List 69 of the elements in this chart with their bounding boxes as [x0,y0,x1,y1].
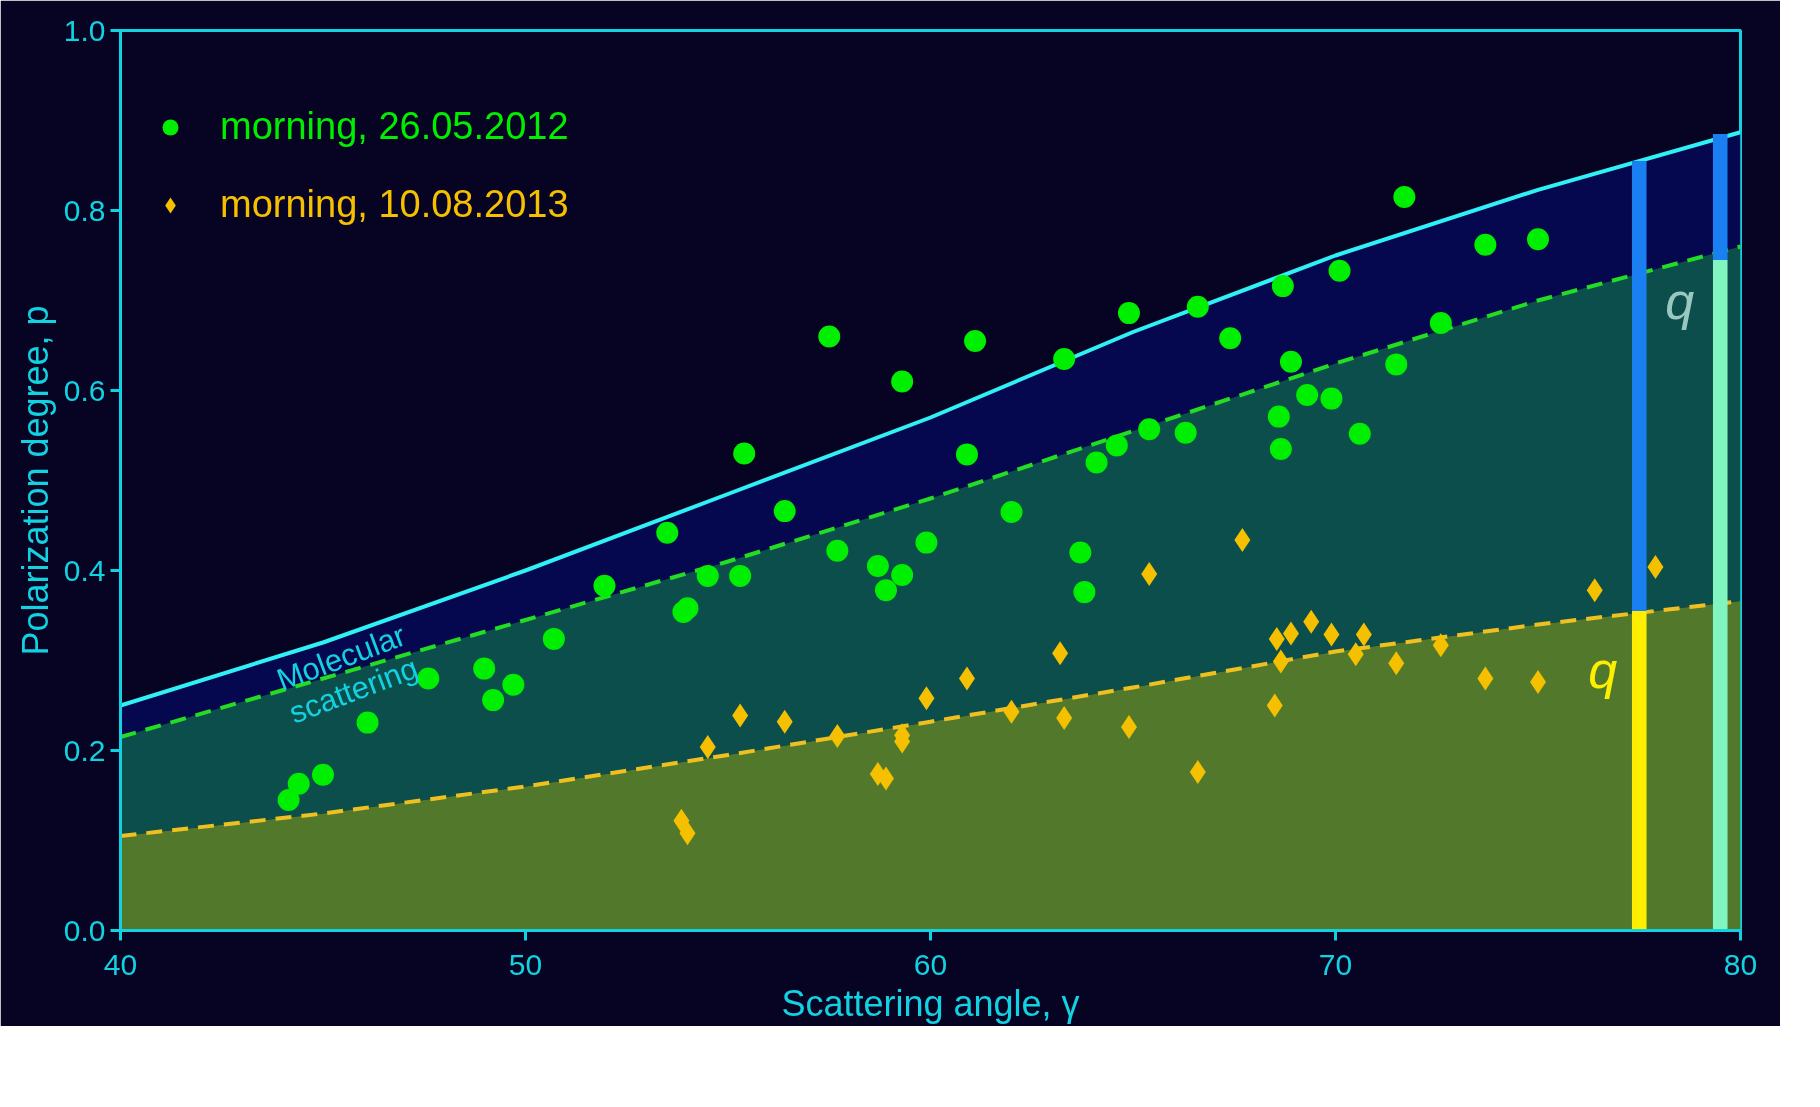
line-series [120,244,1741,739]
point [1385,353,1408,376]
point [1429,312,1452,334]
point [1053,348,1076,370]
point [891,370,914,393]
y-tick-label: 0.2 [63,733,106,767]
legend-label: morning, 10.08.2013 [220,183,569,226]
y-tick-label: 0.0 [63,913,106,947]
point [1186,295,1209,318]
annotation: q [1588,640,1618,699]
point [729,564,752,587]
point [874,579,897,602]
point [593,574,616,597]
point [1000,501,1023,523]
x-tick-label: 70 [1318,947,1353,981]
point [1474,233,1497,256]
x-axis-title: Scattering angle, γ [781,982,1080,1024]
point [1269,438,1292,460]
bar [1631,611,1647,931]
point [1279,350,1302,373]
point [1267,405,1290,428]
point [955,443,978,466]
point [542,627,565,650]
point [1085,451,1108,474]
point [1073,581,1096,604]
point [1174,421,1197,444]
point [773,500,796,523]
point [1328,259,1351,282]
point [1117,302,1140,325]
y-tick-label: 0.4 [63,553,106,587]
point [473,657,496,680]
bar [1712,260,1728,931]
point [1219,327,1242,350]
point [482,689,505,712]
y-tick-label: 0.8 [63,193,106,227]
annotation: q [1665,271,1695,330]
point [915,531,938,554]
point [1348,422,1371,445]
legend-label: morning, 26.05.2012 [220,105,569,148]
point [964,330,987,352]
point [1069,541,1092,564]
point [1393,186,1416,208]
x-tick-label: 60 [913,947,948,981]
y-tick-label: 1.0 [63,13,106,47]
point [866,555,889,577]
point [417,667,440,690]
point [696,564,719,587]
point [656,521,679,544]
point [891,564,914,586]
x-tick-label: 40 [103,947,138,981]
y-axis-title: Polarization degree, p [14,305,56,656]
point [277,789,300,811]
point [1527,228,1549,251]
point [733,442,756,465]
point [287,772,310,795]
point [1296,384,1319,406]
y-tick-label: 0.6 [63,373,106,407]
point [1105,434,1128,457]
point [1271,275,1294,298]
point [312,763,334,786]
point [502,673,525,696]
point [1320,387,1343,410]
bar [1631,161,1647,611]
x-tick-label: 80 [1723,947,1758,981]
point [818,325,841,348]
bar [1712,134,1728,260]
point [826,539,849,562]
point [1138,418,1161,441]
x-tick-label: 50 [508,947,543,981]
